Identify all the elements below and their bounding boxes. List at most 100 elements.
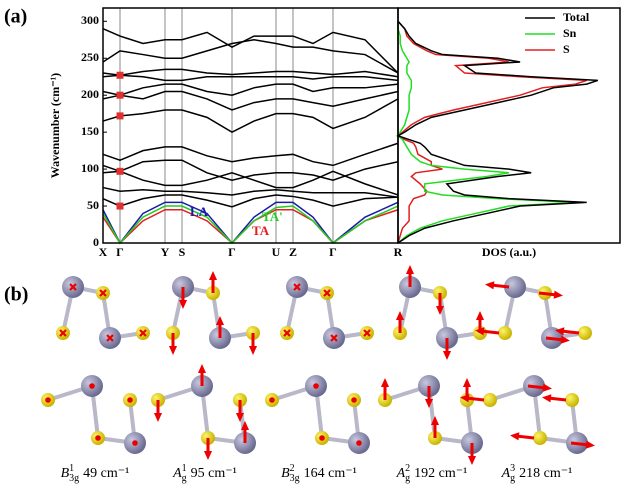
node-marker xyxy=(351,397,357,403)
mode-subscript: g xyxy=(405,473,411,484)
s-atom xyxy=(565,393,579,407)
x-tick-label: Γ xyxy=(228,245,236,259)
arrow-head xyxy=(435,306,445,315)
arrow-head xyxy=(560,335,570,344)
legend-label: S xyxy=(563,42,570,56)
mode-indices: 2 3g xyxy=(290,464,300,484)
mode-subscript: 3g xyxy=(289,473,300,484)
band xyxy=(102,83,399,96)
raman-marker xyxy=(116,202,124,210)
mode-symbol: B xyxy=(281,466,290,482)
x-tick-label: Y xyxy=(161,245,170,259)
mode-subscript: 3g xyxy=(69,473,80,484)
displacement-arrow xyxy=(570,441,590,447)
arrow-head xyxy=(203,451,213,460)
mode-subscript: g xyxy=(181,473,187,484)
s-atom xyxy=(533,431,547,445)
arrow-head xyxy=(542,394,552,403)
mode-label: B 1 3g 49 cm⁻¹ xyxy=(61,464,130,484)
node-marker xyxy=(127,397,133,403)
raman-marker xyxy=(116,71,124,79)
displacement-arrow xyxy=(490,283,510,289)
s-atom xyxy=(578,326,592,340)
node-marker xyxy=(59,329,67,337)
band xyxy=(102,39,399,74)
node-marker xyxy=(99,289,107,297)
displacement-arrow xyxy=(515,434,535,440)
node-marker xyxy=(269,397,275,403)
y-axis-label: Wavenumber (cm⁻¹) xyxy=(48,73,62,178)
x-tick-label: R xyxy=(394,245,403,259)
band xyxy=(102,201,399,245)
arrow-head xyxy=(248,346,258,355)
node-marker xyxy=(69,283,77,291)
y-tick-label: 300 xyxy=(81,13,99,27)
arrow-head xyxy=(475,327,485,336)
mode-subscript: g xyxy=(510,473,516,484)
raman-marker xyxy=(116,112,124,120)
mode-symbol: B xyxy=(60,466,70,482)
node-marker xyxy=(132,440,138,446)
node-marker xyxy=(45,397,51,403)
node-marker xyxy=(313,383,319,389)
displacement-arrow xyxy=(545,336,565,342)
y-tick-label: 200 xyxy=(81,87,99,101)
arrow-head xyxy=(462,378,472,387)
arrow-head xyxy=(442,351,452,360)
mode-superscript: 2 xyxy=(289,463,295,474)
dos-curve xyxy=(397,21,576,244)
arrow-head xyxy=(430,416,440,425)
x-tick-label: Z xyxy=(289,245,297,259)
displacement-arrow xyxy=(538,291,558,297)
node-marker xyxy=(139,329,147,337)
arrow-head xyxy=(542,383,552,392)
band-label: TA xyxy=(252,223,270,238)
displacement-arrow xyxy=(480,329,500,335)
band xyxy=(102,98,399,134)
y-tick-label: 100 xyxy=(81,161,99,175)
mode-label: B 2 3g 164 cm⁻¹ xyxy=(281,464,357,484)
x-tick-label: Γ xyxy=(116,245,124,259)
band xyxy=(102,28,399,74)
band xyxy=(102,68,399,78)
raman-marker xyxy=(116,167,124,175)
mode-frequency: 164 cm⁻¹ xyxy=(303,466,357,482)
y-tick-label: 150 xyxy=(81,124,99,138)
arrow-head xyxy=(153,413,163,422)
mode-indices: 1 3g xyxy=(69,464,79,484)
arrow-head xyxy=(215,316,225,325)
node-marker xyxy=(89,383,95,389)
band xyxy=(102,194,399,208)
node-marker xyxy=(106,334,114,342)
panel-label: (a) xyxy=(4,6,27,28)
mode-symbol: A xyxy=(396,466,406,482)
mode-frequency: 49 cm⁻¹ xyxy=(83,466,130,482)
node-marker xyxy=(363,329,371,337)
panel-label: (b) xyxy=(4,284,28,306)
band xyxy=(102,159,399,181)
mode-superscript: 1 xyxy=(69,463,75,474)
arrow-head xyxy=(208,271,218,280)
mode-symbol: A xyxy=(173,466,182,482)
raman-marker xyxy=(116,91,124,99)
legend-label: Sn xyxy=(563,26,577,40)
arrow-head xyxy=(405,265,415,274)
mode-superscript: 3 xyxy=(510,463,516,474)
x-tick-label: Γ xyxy=(329,245,337,259)
arrow-head xyxy=(475,311,485,320)
arrow-head xyxy=(424,399,434,408)
x-tick-label: S xyxy=(179,245,186,259)
mode-superscript: 2 xyxy=(405,463,411,474)
mode-label: A 1 g 95 cm⁻¹ xyxy=(173,464,237,484)
x-tick-label: X xyxy=(99,245,108,259)
band-label: LA xyxy=(190,204,209,219)
legend-label: Total xyxy=(563,10,590,24)
arrow-head xyxy=(467,456,477,465)
band xyxy=(102,205,399,245)
node-marker xyxy=(293,283,301,291)
